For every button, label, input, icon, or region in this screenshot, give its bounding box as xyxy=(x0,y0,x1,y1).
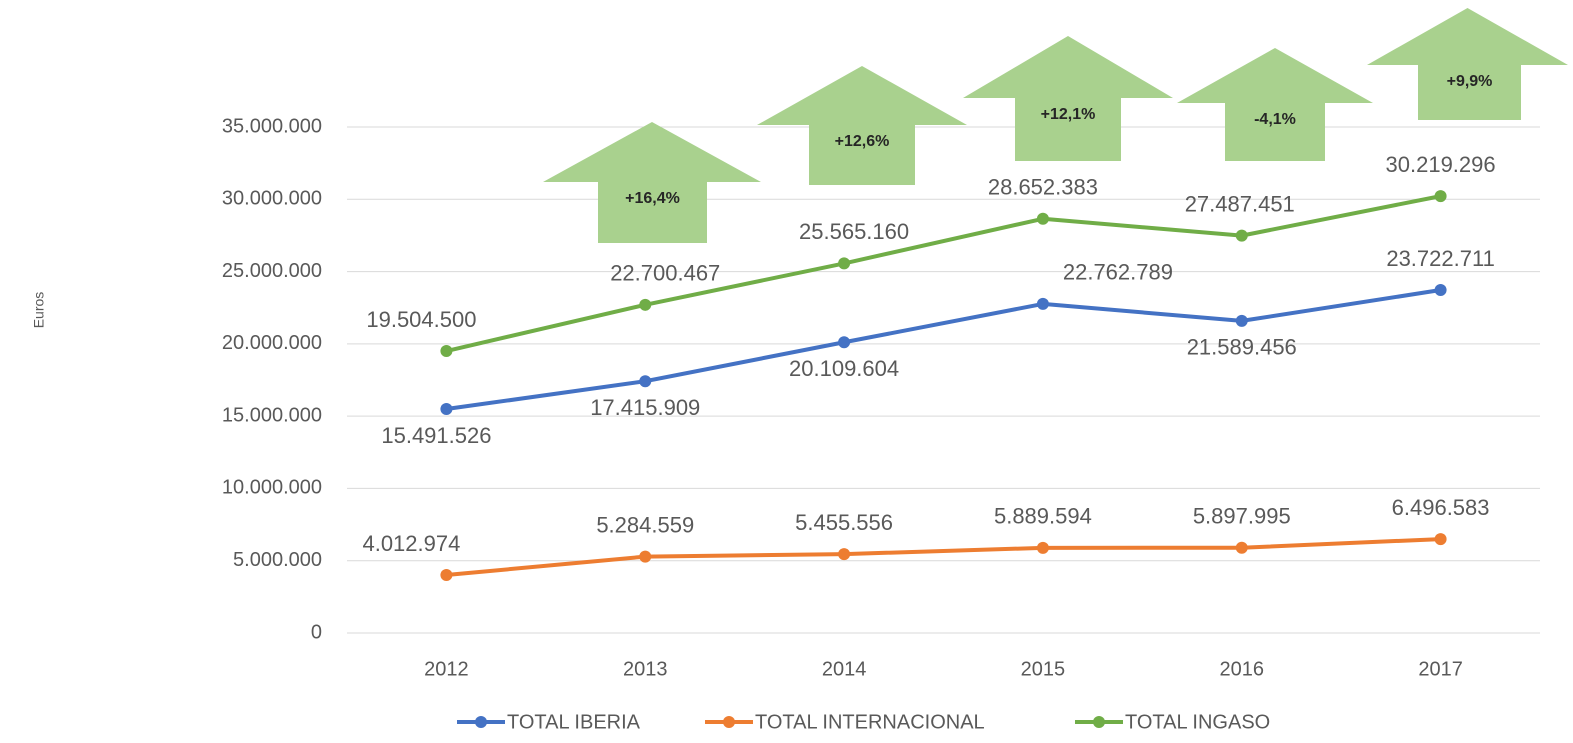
point xyxy=(440,403,453,416)
arrow xyxy=(757,66,967,185)
x-tick-label: 2013 xyxy=(623,658,668,680)
point xyxy=(1434,190,1447,203)
value-label: 5.284.559 xyxy=(596,512,694,537)
annotation: +16,4% xyxy=(625,190,680,207)
point xyxy=(440,345,453,358)
value-label: 27.487.451 xyxy=(1185,191,1295,216)
value-label: 4.012.974 xyxy=(362,531,460,556)
point xyxy=(1235,314,1248,327)
arrow xyxy=(1177,48,1373,161)
legend-marker xyxy=(475,716,487,728)
legend-marker xyxy=(723,716,735,728)
point xyxy=(1235,229,1248,242)
arrow xyxy=(1367,8,1568,120)
point xyxy=(1036,297,1049,310)
value-label: 20.109.604 xyxy=(789,356,899,381)
series-line xyxy=(446,288,1441,412)
y-tick-label: 25.000.000 xyxy=(222,260,322,282)
point xyxy=(1235,541,1248,554)
x-tick-label: 2012 xyxy=(424,658,469,680)
value-label: 23.722.711 xyxy=(1386,246,1494,271)
point xyxy=(639,550,652,563)
arrow xyxy=(963,36,1173,161)
y-tick-label: 15.000.000 xyxy=(222,404,322,426)
x-tick-label: 2015 xyxy=(1021,658,1066,680)
annotation: -4,1% xyxy=(1254,111,1296,128)
series-line xyxy=(445,194,1441,353)
value-label: 21.589.456 xyxy=(1187,335,1297,360)
point xyxy=(838,336,851,349)
y-tick-label: 20.000.000 xyxy=(222,332,322,354)
legend-label: TOTAL IBERIA xyxy=(507,711,641,733)
series-line xyxy=(446,537,1441,577)
y-tick-label: 5.000.000 xyxy=(233,549,322,571)
x-tick-label: 2016 xyxy=(1220,658,1265,680)
value-label: 6.496.583 xyxy=(1392,495,1490,520)
value-label: 22.762.789 xyxy=(1063,260,1173,285)
value-label: 5.455.556 xyxy=(795,510,893,535)
point xyxy=(1434,533,1447,546)
y-tick-label: 0 xyxy=(311,621,322,643)
value-label: 25.565.160 xyxy=(799,219,909,244)
y-tick-label: 30.000.000 xyxy=(222,188,322,210)
value-label: 30.219.296 xyxy=(1386,152,1496,177)
point xyxy=(838,548,851,561)
annotation: +12,6% xyxy=(835,133,890,150)
value-label: 22.700.467 xyxy=(610,261,720,286)
point xyxy=(639,375,652,388)
value-label: 19.504.500 xyxy=(366,307,476,332)
y-tick-label: 10.000.000 xyxy=(222,477,322,499)
x-tick-label: 2017 xyxy=(1418,658,1463,680)
value-label: 17.415.909 xyxy=(590,395,700,420)
value-label: 5.889.594 xyxy=(994,504,1092,529)
point xyxy=(1036,541,1049,554)
y-axis-label: Euros xyxy=(31,292,47,329)
annotation: +12,1% xyxy=(1041,106,1096,123)
annotation: +9,9% xyxy=(1447,73,1493,90)
arrow xyxy=(543,122,761,243)
point xyxy=(440,568,453,581)
legend-label: TOTAL INTERNACIONAL xyxy=(755,711,985,733)
value-label: 5.897.995 xyxy=(1193,504,1291,529)
point xyxy=(1434,284,1447,297)
point xyxy=(838,257,851,270)
legend-label: TOTAL INGASO xyxy=(1125,711,1270,733)
point xyxy=(1036,212,1049,225)
legend-marker xyxy=(1093,716,1105,728)
point xyxy=(639,298,652,311)
value-label: 15.491.526 xyxy=(381,423,491,448)
y-tick-label: 35.000.000 xyxy=(222,115,322,137)
x-tick-label: 2014 xyxy=(822,658,867,680)
value-label: 28.652.383 xyxy=(988,175,1098,200)
